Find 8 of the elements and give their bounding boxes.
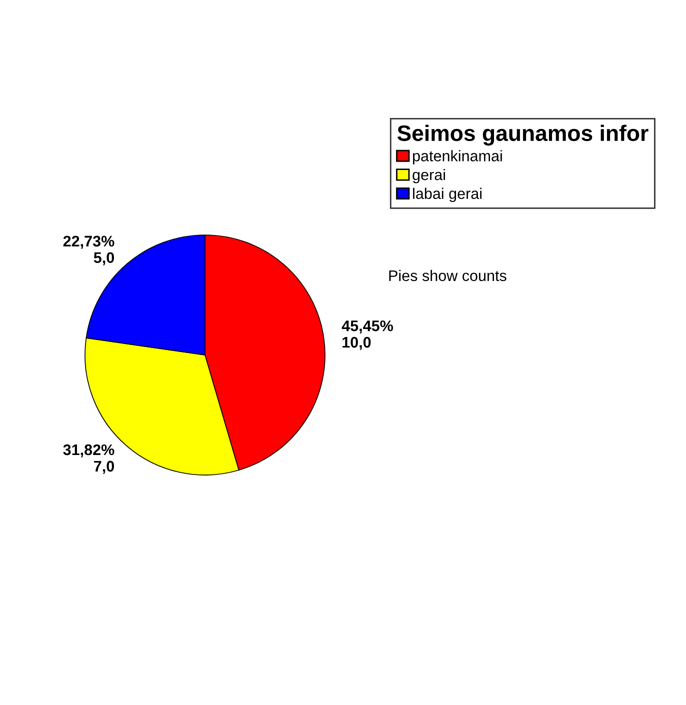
legend-title: Seimos gaunamos infor [397,124,648,146]
legend-label: labai gerai [413,188,482,202]
legend-label: patenkinamai [413,150,502,164]
legend-label: gerai [412,168,445,184]
data-label: 22,73% 5,0 [63,236,114,266]
text: Pies show counts [389,270,506,282]
data-label: 45,45% 10,0 [342,320,394,350]
data-label: 31,82% 7,0 [63,444,114,474]
